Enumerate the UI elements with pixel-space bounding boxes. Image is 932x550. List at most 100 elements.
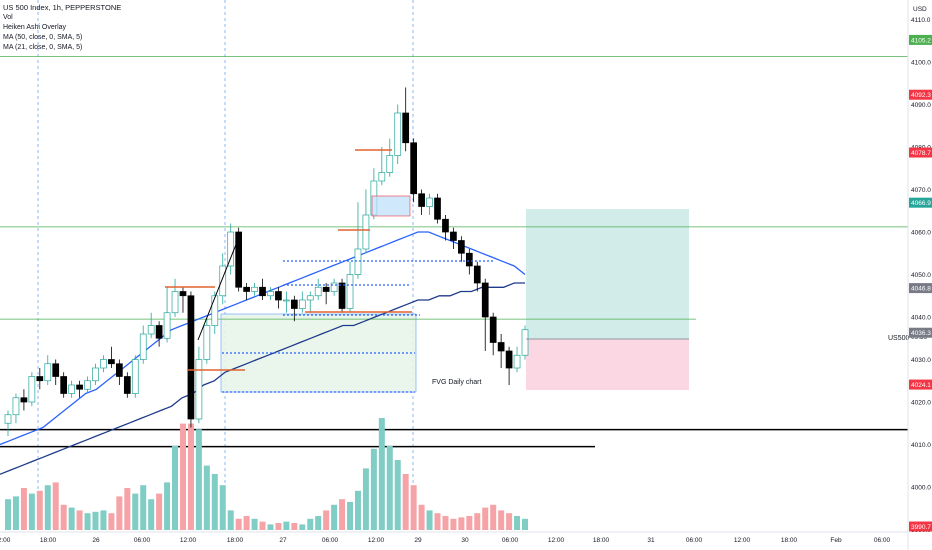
volume-bar-52 — [418, 504, 425, 530]
candle-body-61 — [489, 316, 497, 343]
volume-bar-51 — [410, 485, 417, 530]
candle-body-34 — [275, 291, 282, 301]
volume-bar-12 — [100, 510, 107, 530]
volume-bar-5 — [44, 485, 51, 530]
candle-body-51 — [410, 142, 417, 195]
price-tick-10: 4010.0 — [911, 442, 931, 449]
candle-body-2 — [20, 397, 28, 403]
time-axis[interactable]: 2:00 18:00 26 06:00 12:00 18:00 27 06:00 12:00 29… — [0, 531, 908, 544]
time-tick-3: 06:00 — [134, 537, 151, 544]
volume-bar-54 — [434, 513, 441, 530]
candle-body-56 — [450, 231, 457, 241]
candle-body-28 — [227, 231, 235, 267]
volume-bar-7 — [60, 504, 67, 530]
candle-body-7 — [60, 376, 68, 394]
volume-bar-21 — [172, 446, 179, 530]
candle-body-25 — [203, 325, 211, 360]
candle-body-4 — [36, 376, 44, 382]
volume-bar-3 — [28, 493, 35, 530]
price-tick-7: 4040.0 — [911, 315, 931, 322]
volume-bar-36 — [291, 523, 298, 530]
volume-bar-17 — [140, 485, 147, 530]
trend-line — [197, 241, 238, 341]
candle-body-38 — [306, 295, 314, 301]
candle-body-48 — [386, 155, 394, 173]
price-axis[interactable]: USD4110.04100.04090.04080.04070.04060.04… — [907, 0, 932, 550]
volume-bar-63 — [506, 513, 513, 530]
fvg-annotation[interactable]: FVG Daily chart — [432, 379, 481, 386]
price-tick-1: 4100.0 — [911, 60, 931, 67]
candle-body-31 — [251, 286, 258, 292]
candle-body-35 — [283, 299, 290, 302]
legend-ma50[interactable]: MA (50, close, 0, SMA, 5) — [3, 34, 83, 41]
candle-body-13 — [108, 359, 115, 365]
volume-bar-6 — [52, 482, 59, 530]
time-tick-14: 31 — [647, 537, 655, 544]
symbol-title[interactable]: US 500 Index, 1h, PEPPERSTONE — [3, 3, 122, 12]
candle-body-9 — [76, 384, 83, 390]
volume-bar-24 — [195, 429, 202, 530]
volume-bar-61 — [490, 504, 497, 530]
time-tick-17: 18:00 — [781, 537, 798, 544]
time-tick-19: 06:00 — [874, 537, 891, 544]
volume-bar-47 — [378, 418, 385, 530]
time-tick-9: 29 — [414, 537, 422, 544]
volume-bar-23 — [187, 423, 194, 530]
candle-body-32 — [259, 286, 266, 297]
time-tick-5: 18:00 — [227, 537, 244, 544]
volume-bar-15 — [124, 488, 131, 530]
price-tick-4: 4070.0 — [911, 187, 931, 194]
current-symbol-label: US500 — [888, 335, 910, 342]
time-tick-4: 12:00 — [180, 537, 197, 544]
time-tick-13: 18:00 — [593, 537, 610, 544]
ma50-line — [0, 282, 525, 475]
candle-body-16 — [131, 359, 139, 394]
volume-bar-0 — [5, 499, 11, 530]
candle-body-12 — [100, 359, 107, 369]
candle-body-49 — [394, 112, 402, 156]
volume-bar-46 — [370, 448, 377, 530]
volume-bar-49 — [394, 460, 401, 530]
time-tick-1: 18:00 — [40, 537, 57, 544]
volume-bar-20 — [164, 482, 171, 530]
time-tick-15: 06:00 — [686, 537, 703, 544]
candle-body-64 — [513, 354, 521, 369]
volume-bar-40 — [323, 510, 330, 530]
time-tick-0: 2:00 — [0, 537, 11, 544]
price-tick-9: 4020.0 — [911, 400, 931, 407]
price-badge-2 — [909, 147, 932, 158]
price-badge-label-4: 4046.8 — [911, 286, 931, 293]
time-tick-16: 12:00 — [734, 537, 751, 544]
drawings-layer — [165, 149, 689, 393]
legend-ma21[interactable]: MA (21, close, 0, SMA, 5) — [3, 44, 83, 51]
candle-body-65 — [521, 329, 529, 356]
volume-bar-53 — [426, 510, 433, 530]
candle-body-24 — [195, 359, 203, 420]
volume-bar-58 — [466, 516, 473, 530]
volume-bar-60 — [482, 507, 489, 530]
volume-bar-38 — [307, 518, 314, 530]
volume-bar-11 — [92, 511, 99, 530]
volume-bar-64 — [514, 516, 521, 530]
candle-body-29 — [235, 231, 243, 288]
price-tick-8: 4030.0 — [911, 357, 931, 364]
long-target-zone — [526, 209, 689, 339]
volume-bar-14 — [116, 496, 123, 530]
price-badge-9 — [909, 521, 932, 532]
candle-body-36 — [290, 299, 298, 309]
price-badge-label-8: 4024.1 — [911, 382, 931, 389]
candle-body-26 — [211, 295, 219, 326]
legend-heiken-ashi[interactable]: Heiken Ashi Overlay — [3, 24, 67, 31]
candle-body-33 — [267, 291, 274, 297]
candle-body-57 — [458, 240, 465, 254]
legend-vol[interactable]: Vol — [3, 14, 13, 21]
candle-body-22 — [179, 291, 187, 297]
volume-bar-25 — [203, 465, 210, 530]
volume-bar-18 — [148, 499, 155, 530]
price-badge-7 — [909, 327, 932, 338]
candle-body-19 — [155, 325, 163, 339]
volume-bar-65 — [522, 518, 528, 530]
time-tick-18: Feb — [830, 537, 842, 544]
price-badge-8 — [909, 379, 932, 390]
